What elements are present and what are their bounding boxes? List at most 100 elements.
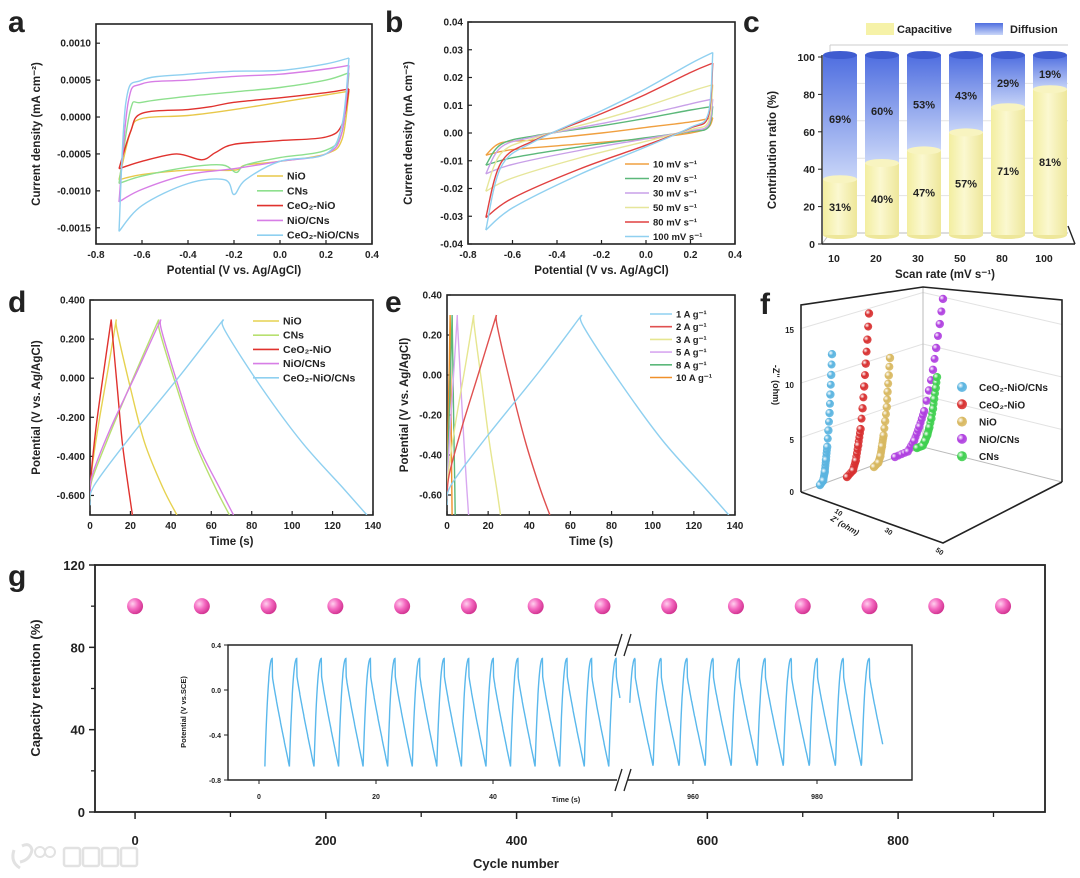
- x-tick-label: 0: [87, 521, 93, 532]
- floor-back-edges: [800, 446, 1063, 493]
- data-point: [825, 408, 834, 418]
- series-line: [485, 62, 714, 219]
- y-axis-title: Current density (mA cm⁻²): [403, 61, 415, 205]
- data-point: [661, 598, 678, 615]
- data-point: [864, 322, 873, 331]
- z-tick-label: 15: [785, 326, 794, 335]
- x-tick-label: 980: [811, 794, 823, 801]
- y-tick-label: 80: [803, 89, 815, 101]
- watermark-glyph: [119, 846, 139, 868]
- watermark-mark: [34, 846, 46, 858]
- y-axis-title: -Z'' (ohm): [771, 365, 781, 405]
- floor-right-edge: [1067, 225, 1076, 245]
- x-tick-label: -0.8: [87, 250, 105, 261]
- data-point: [859, 393, 868, 402]
- data-point: [794, 598, 811, 615]
- data-point: [821, 455, 831, 465]
- data-point: [876, 451, 885, 461]
- data-point: [862, 347, 871, 356]
- panel-label: d: [8, 286, 26, 319]
- inset-frame-right: [628, 644, 913, 781]
- data-point: [825, 417, 833, 426]
- data-point: [848, 466, 858, 475]
- x-tick-label: 30: [912, 253, 924, 265]
- series-line: [485, 105, 714, 166]
- data-point: [819, 476, 828, 485]
- y-axis-title: Contribution ratio (%): [767, 91, 779, 209]
- y-tick-label: 100: [797, 52, 815, 64]
- x-axis-title: Time (s): [210, 536, 254, 548]
- legend-marker: [957, 399, 967, 410]
- y-tick-label: 0.04: [444, 18, 464, 29]
- diffusion-bar: [865, 55, 899, 163]
- data-point: [881, 417, 890, 426]
- x-tick-label: 80: [606, 521, 618, 532]
- series-group: [118, 57, 350, 232]
- bar-segment-top: [865, 159, 899, 167]
- diffusion-bar: [991, 55, 1025, 108]
- data-point: [938, 294, 948, 304]
- data-point: [527, 598, 544, 615]
- data-point: [932, 343, 941, 353]
- panel-f: 0 5 10 15 10 30 50 Z' (ohm) -Z'' (ohm) CeO₂-NiO/C…: [760, 286, 1063, 557]
- panel-label: b: [385, 6, 403, 39]
- data-point: [882, 410, 890, 419]
- data-point: [327, 598, 344, 615]
- x-tick-label: 960: [687, 794, 699, 801]
- capacitive-bar: [823, 179, 857, 235]
- inset-y-axis-title: Potential (V vs.SCE): [179, 676, 188, 748]
- z-tick-label: 0: [790, 488, 795, 497]
- x-axis-title: Z' (ohm): [828, 513, 861, 537]
- legend-label: CeO₂-NiO: [283, 344, 331, 356]
- legend-label: 30 mV s⁻¹: [653, 189, 697, 200]
- panel-label: e: [385, 286, 402, 319]
- box-frame: [800, 286, 1063, 492]
- y-axis-title: Potential (V vs. Ag/AgCl): [31, 340, 43, 475]
- legend-label: CNs: [283, 330, 304, 342]
- legend-label: 1 A g⁻¹: [676, 310, 707, 321]
- y-tick-label: 0.40: [423, 291, 443, 302]
- series-line: [118, 57, 350, 232]
- data-point: [827, 350, 837, 359]
- capacitive-bar: [949, 132, 983, 235]
- y-tick-label: -0.20: [419, 411, 442, 422]
- series-line: [118, 90, 350, 181]
- data-point: [727, 598, 744, 615]
- x-tick-label: 30: [883, 527, 893, 537]
- y-tick-label: 0.01: [444, 101, 464, 112]
- capacitive-bar: [1033, 89, 1067, 235]
- diffusion-bar: [949, 55, 983, 133]
- x-tick-label: 60: [206, 521, 218, 532]
- data-point: [885, 353, 895, 363]
- plot-frame: [446, 294, 736, 516]
- y-tick-label: -0.0010: [57, 186, 91, 197]
- panel-d: 0 20 40 60 80 100 120 140 0.400 0.200 0.000 -0.200 -…: [8, 286, 382, 548]
- y-tick-label: 0.0010: [60, 39, 91, 50]
- watermark-glyph: [81, 846, 101, 868]
- x-tick-label: 0: [444, 521, 450, 532]
- series-line: [447, 314, 551, 515]
- data-point: [594, 598, 611, 615]
- plot-frame: [89, 299, 374, 516]
- y-tick-label: 20: [803, 202, 815, 214]
- data-point: [934, 332, 942, 341]
- series-line: [90, 319, 178, 515]
- capacitive-value-label: 81%: [1039, 157, 1061, 169]
- y-tick-label: -0.02: [440, 184, 463, 195]
- legend-label: CeO₂-NiO/CNs: [287, 230, 360, 242]
- x-axis-title: Time (s): [569, 536, 613, 548]
- data-point: [930, 394, 939, 404]
- x-tick-label: 400: [506, 833, 528, 848]
- y-tick-label: -0.200: [57, 413, 86, 424]
- data-point: [827, 370, 836, 380]
- x-tick-label: 20: [870, 253, 882, 265]
- bar-segment-top: [991, 103, 1025, 112]
- capacitive-value-label: 40%: [871, 194, 893, 206]
- x-tick-label: 40: [489, 794, 497, 801]
- x-axis-title: Cycle number: [473, 856, 559, 871]
- legend-label: 20 mV s⁻¹: [653, 174, 697, 185]
- legend-label: CNs: [979, 452, 999, 463]
- data-point: [903, 447, 912, 456]
- x-tick-label: 0.0: [273, 250, 287, 261]
- legend-label: CeO₂-NiO: [979, 400, 1025, 411]
